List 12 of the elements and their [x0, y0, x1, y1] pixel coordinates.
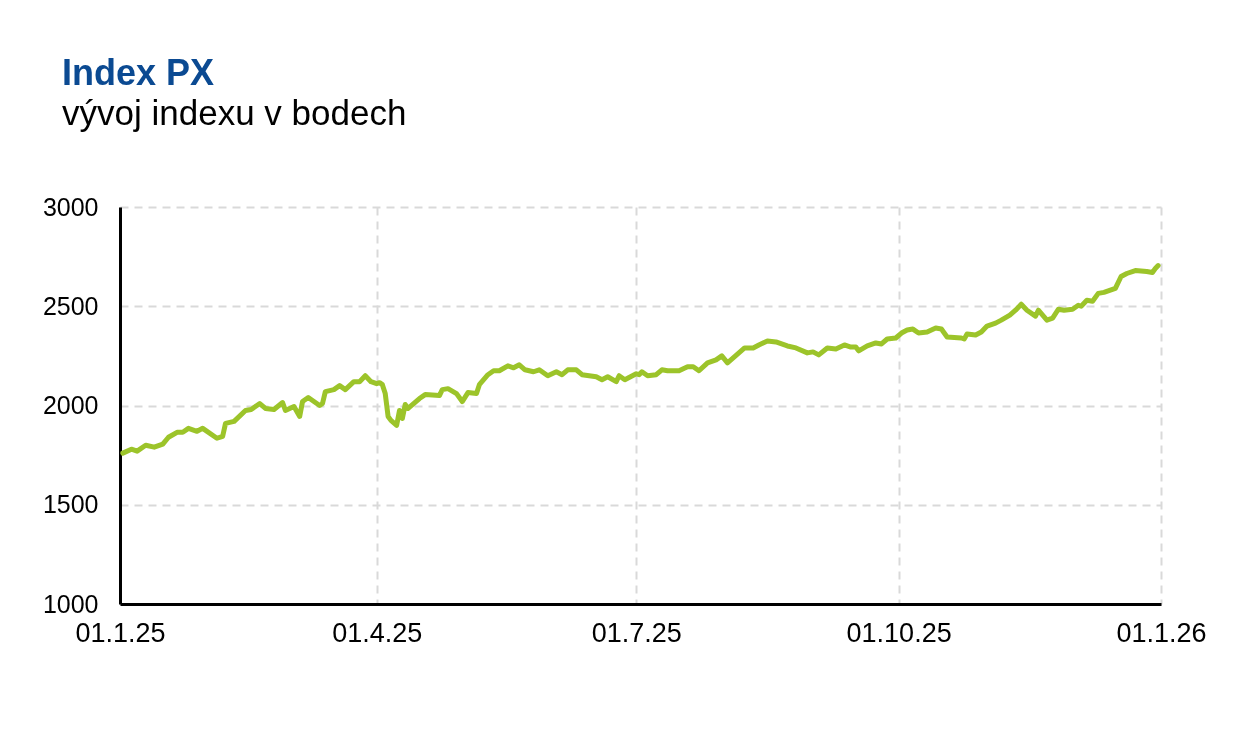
- x-tick-label: 01.4.25: [332, 617, 423, 648]
- y-tick-label: 2000: [42, 391, 99, 419]
- y-tick-label: 2500: [42, 291, 99, 320]
- y-tick-label: 1000: [42, 589, 99, 618]
- y-tick-label: 1500: [42, 490, 99, 519]
- x-tick-label: 01.1.26: [1116, 617, 1207, 648]
- chart-subtitle: vývoj indexu v bodech: [62, 93, 407, 132]
- x-tick-label: 01.10.25: [846, 617, 952, 648]
- chart-title: Index PX: [62, 52, 215, 93]
- x-tick-label: 01.7.25: [591, 617, 682, 648]
- y-tick-label: 3000: [42, 192, 99, 221]
- x-tick-label: 01.1.25: [75, 617, 166, 648]
